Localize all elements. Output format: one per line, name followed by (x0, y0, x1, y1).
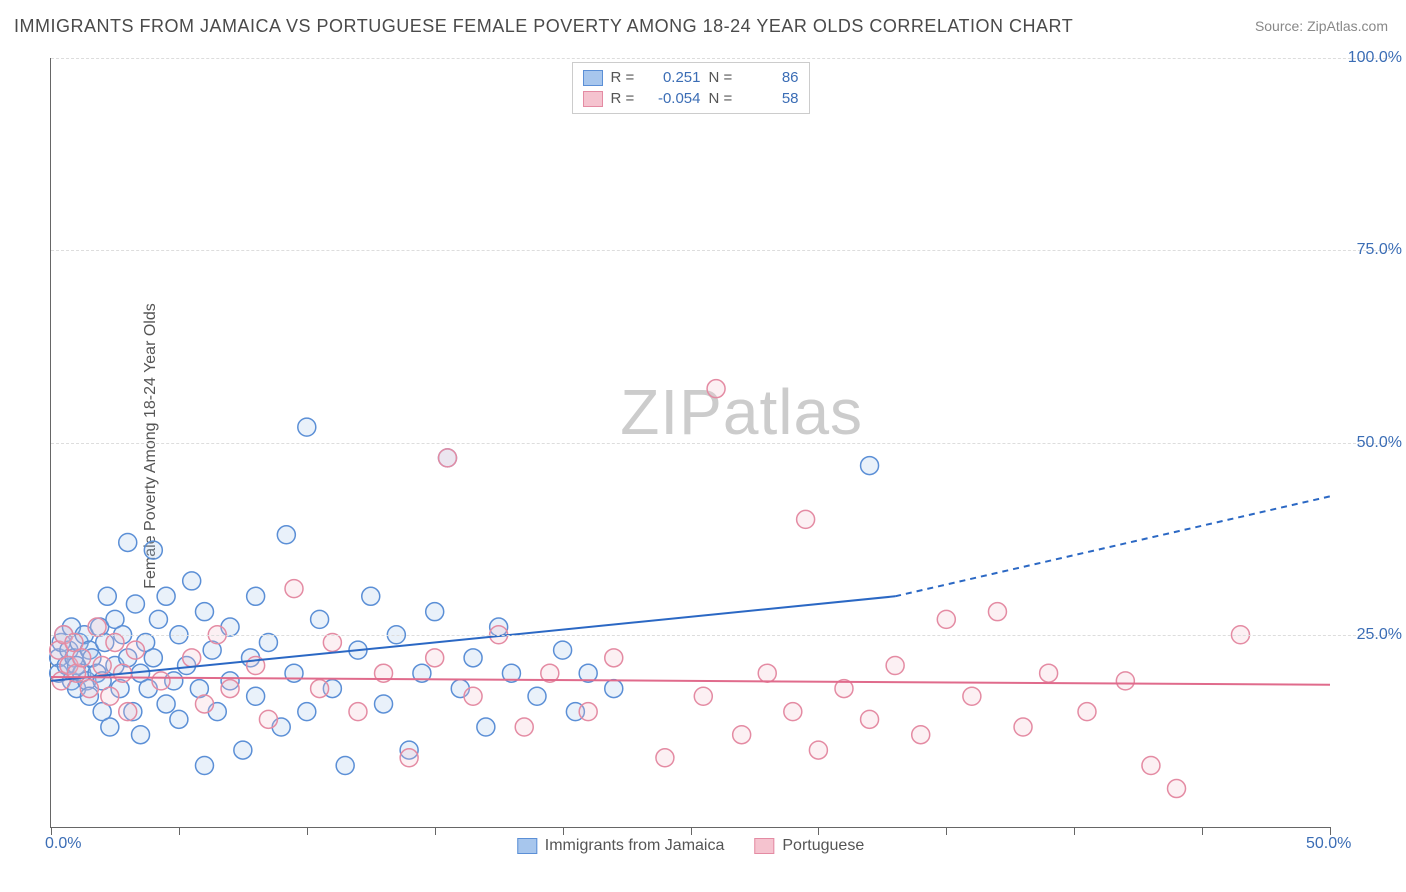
x-tick (691, 827, 692, 835)
legend-label-portuguese: Portuguese (782, 837, 864, 855)
x-tick (51, 827, 52, 835)
legend-swatch-jamaica (583, 70, 603, 86)
legend-label-jamaica: Immigrants from Jamaica (545, 837, 725, 855)
legend-item-jamaica: Immigrants from Jamaica (517, 837, 725, 855)
gridline (51, 250, 1391, 251)
y-tick-label: 75.0% (1357, 241, 1402, 259)
legend-swatch-jamaica-2 (517, 838, 537, 854)
y-tick-label: 25.0% (1357, 626, 1402, 644)
legend-swatch-portuguese (583, 91, 603, 107)
r-label: R = (611, 90, 637, 107)
gridline (51, 443, 1391, 444)
r-label: R = (611, 69, 637, 86)
chart-title: IMMIGRANTS FROM JAMAICA VS PORTUGUESE FE… (14, 16, 1073, 37)
x-tick-label: 0.0% (45, 835, 81, 853)
plot-area: ZIPatlas R = 0.251 N = 86 R = -0.054 N =… (50, 58, 1330, 828)
x-tick (179, 827, 180, 835)
legend-stats-row-1: R = 0.251 N = 86 (583, 67, 799, 88)
legend-stats: R = 0.251 N = 86 R = -0.054 N = 58 (572, 62, 810, 114)
x-tick-label: 50.0% (1306, 835, 1351, 853)
legend-item-portuguese: Portuguese (754, 837, 864, 855)
legend-series: Immigrants from Jamaica Portuguese (517, 837, 864, 855)
chart-container: IMMIGRANTS FROM JAMAICA VS PORTUGUESE FE… (0, 0, 1406, 892)
y-tick-label: 100.0% (1348, 49, 1402, 67)
n-label: N = (709, 90, 735, 107)
gridline (51, 635, 1391, 636)
x-tick (563, 827, 564, 835)
y-tick-label: 50.0% (1357, 434, 1402, 452)
source-attribution: Source: ZipAtlas.com (1255, 18, 1388, 34)
legend-stats-row-2: R = -0.054 N = 58 (583, 88, 799, 109)
legend-swatch-portuguese-2 (754, 838, 774, 854)
n-value-portuguese: 58 (743, 90, 799, 107)
x-tick (1202, 827, 1203, 835)
r-value-portuguese: -0.054 (645, 90, 701, 107)
x-tick (946, 827, 947, 835)
x-tick (1074, 827, 1075, 835)
x-tick (435, 827, 436, 835)
n-value-jamaica: 86 (743, 69, 799, 86)
x-tick (1330, 827, 1331, 835)
x-tick (307, 827, 308, 835)
x-tick (818, 827, 819, 835)
r-value-jamaica: 0.251 (645, 69, 701, 86)
gridline (51, 58, 1391, 59)
n-label: N = (709, 69, 735, 86)
